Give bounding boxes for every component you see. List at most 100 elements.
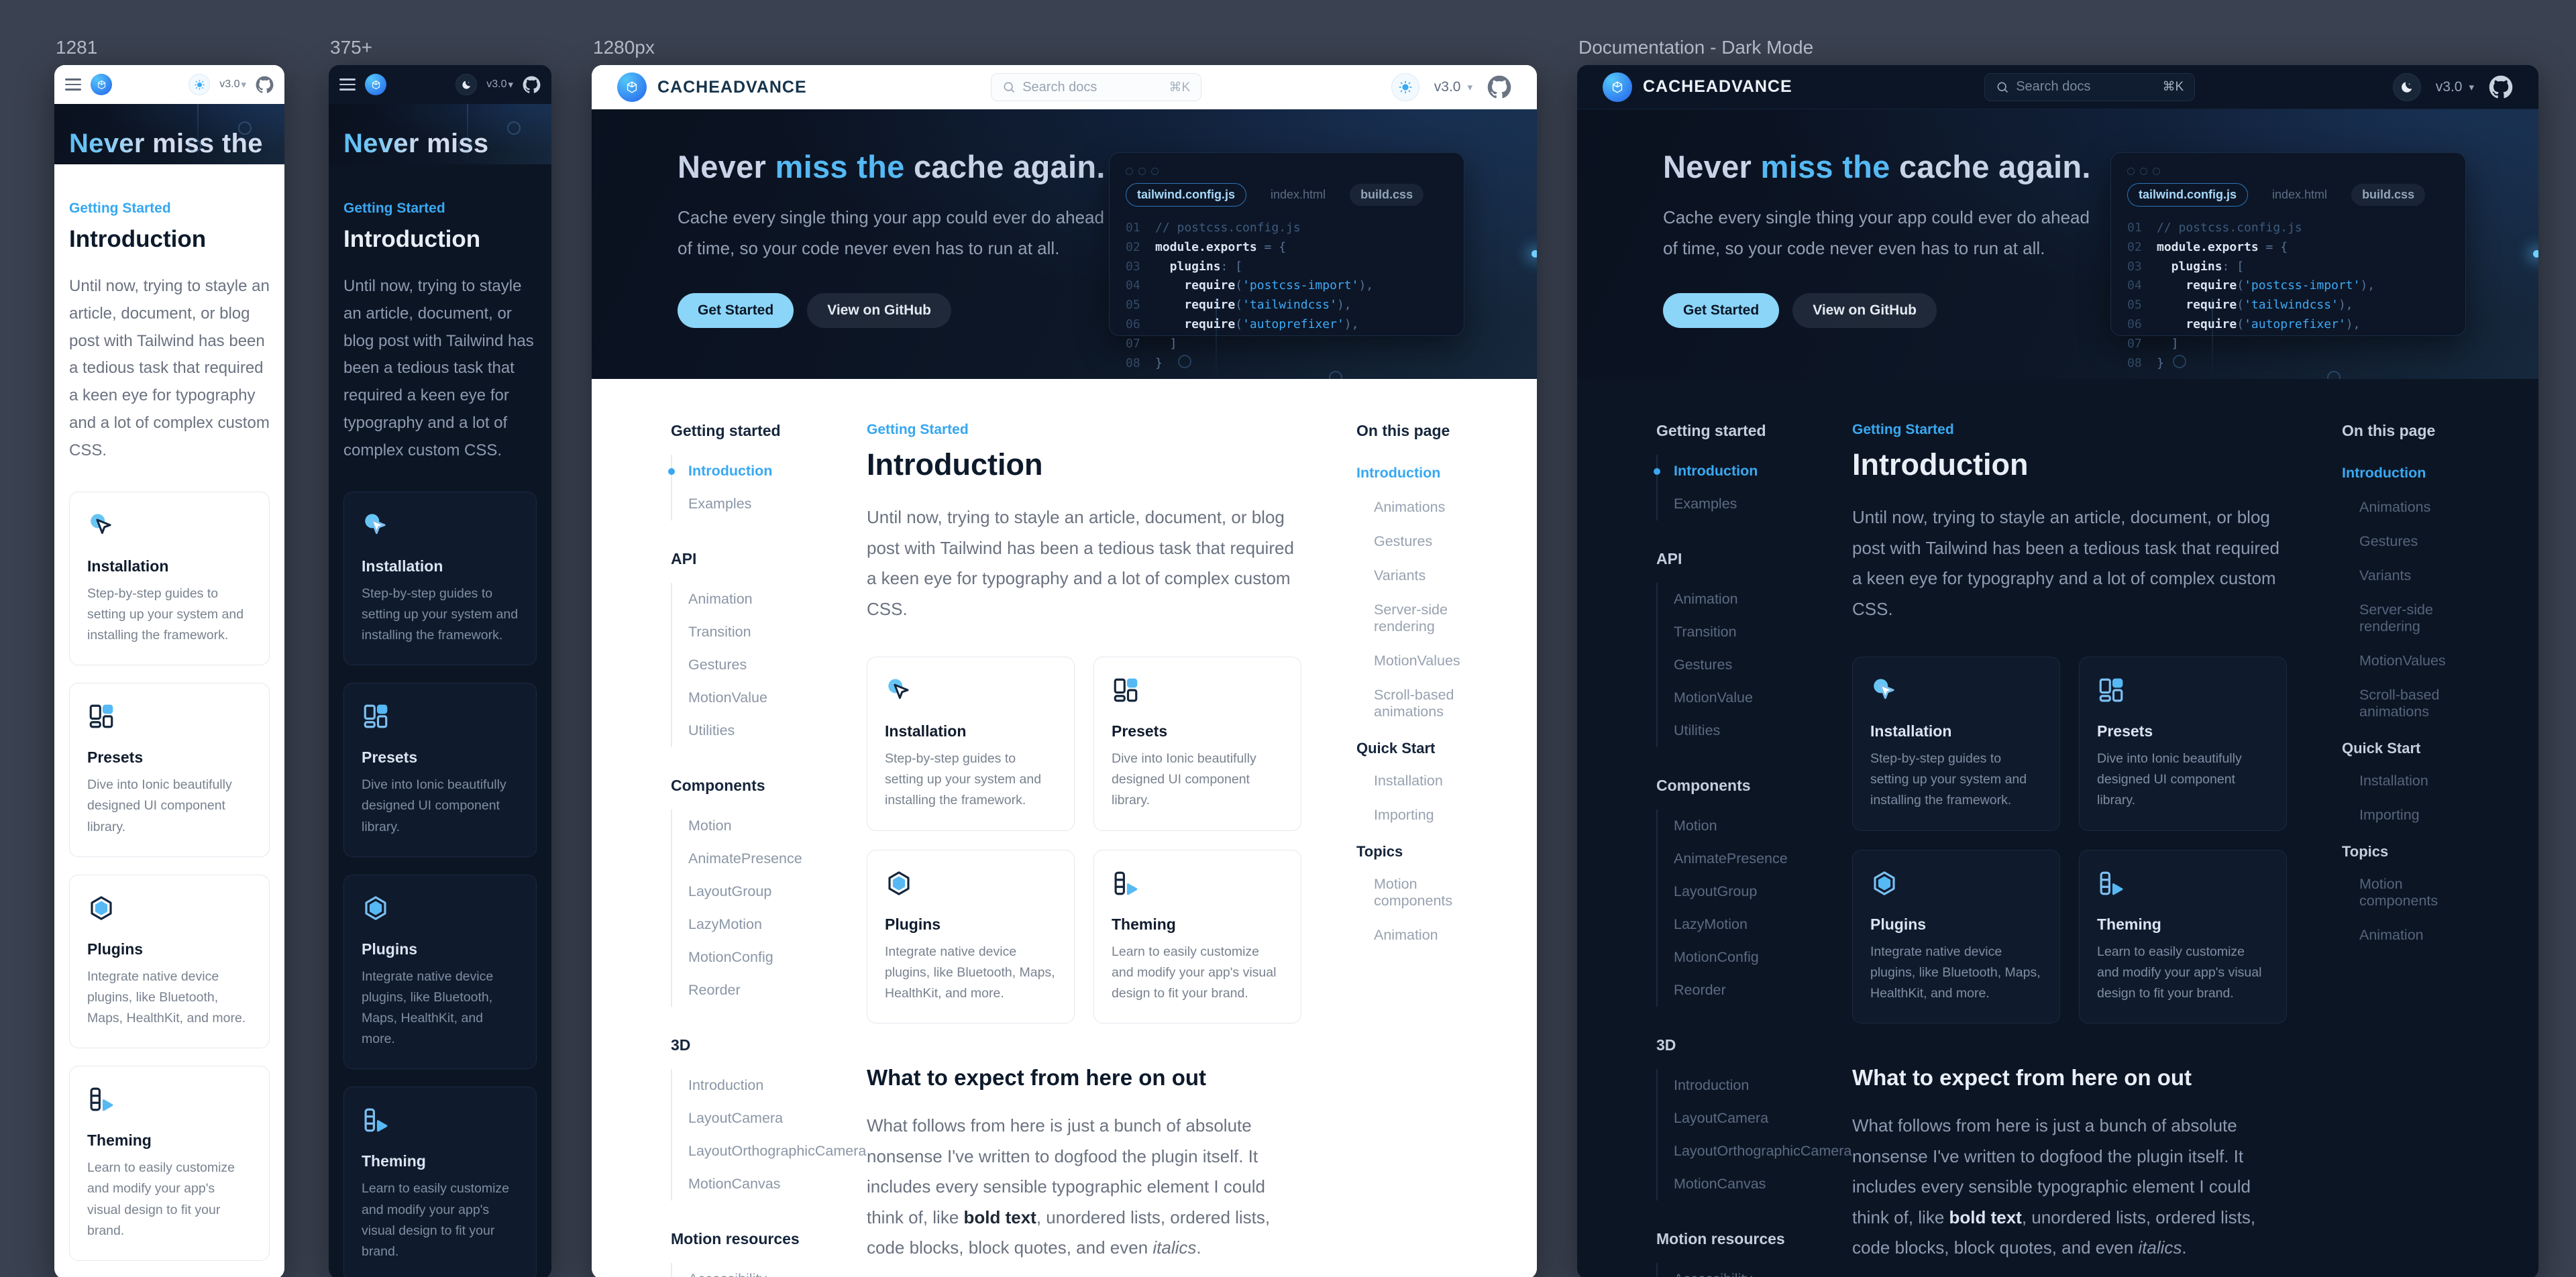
toc-link-scroll-based-animations[interactable]: Scroll-based animations — [2359, 687, 2440, 720]
get-started-button[interactable]: Get Started — [678, 293, 794, 328]
sidebar-item-layoutorthographiccamera[interactable]: LayoutOrthographicCamera — [1674, 1143, 1852, 1159]
theme-toggle-button[interactable] — [1391, 73, 1419, 101]
version-selector[interactable]: v3.0 — [1434, 79, 1461, 95]
code-tab-index-html[interactable]: index.html — [2261, 184, 2338, 206]
toc-link-importing[interactable]: Importing — [1374, 807, 1434, 823]
feature-card-plugins[interactable]: Plugins Integrate native device plugins, … — [343, 874, 537, 1070]
github-icon[interactable] — [1487, 75, 1511, 99]
code-tab-tailwind-config-js[interactable]: tailwind.config.js — [1126, 183, 1247, 207]
toc-link-installation[interactable]: Installation — [1374, 773, 1443, 789]
toc-link-gestures[interactable]: Gestures — [2359, 533, 2418, 549]
sidebar-item-transition[interactable]: Transition — [688, 624, 751, 640]
sidebar-item-motionconfig[interactable]: MotionConfig — [688, 949, 773, 965]
sidebar-item-introduction[interactable]: Introduction — [1674, 1077, 1750, 1093]
sidebar-item-introduction[interactable]: Introduction — [688, 1077, 764, 1093]
code-tab-tailwind-config-js[interactable]: tailwind.config.js — [2127, 183, 2249, 207]
sidebar-item-motionvalue[interactable]: MotionValue — [1674, 689, 1753, 706]
sidebar-item-examples[interactable]: Examples — [1674, 496, 1737, 512]
feature-card-plugins[interactable]: Plugins Integrate native device plugins, … — [867, 849, 1075, 1024]
view-on-github-button[interactable]: View on GitHub — [1792, 293, 1937, 328]
sidebar-item-layoutcamera[interactable]: LayoutCamera — [1674, 1110, 1769, 1126]
toc-link-variants[interactable]: Variants — [2359, 567, 2412, 584]
sidebar-item-reorder[interactable]: Reorder — [688, 982, 741, 998]
toc-link-gestures[interactable]: Gestures — [1374, 533, 1433, 549]
sidebar-item-motioncanvas[interactable]: MotionCanvas — [1674, 1176, 1766, 1192]
sidebar-item-motionvalue[interactable]: MotionValue — [688, 689, 767, 706]
github-icon[interactable] — [2489, 75, 2513, 99]
hamburger-menu-icon[interactable] — [339, 78, 356, 91]
sidebar-item-motion[interactable]: Motion — [688, 818, 732, 834]
sidebar-item-utilities[interactable]: Utilities — [688, 722, 735, 738]
toc-link-scroll-based-animations[interactable]: Scroll-based animations — [1374, 687, 1454, 720]
feature-card-presets[interactable]: Presets Dive into Ionic beautifully desig… — [343, 683, 537, 857]
brand-name[interactable]: CACHEADVANCE — [657, 77, 807, 97]
feature-card-presets[interactable]: Presets Dive into Ionic beautifully desig… — [69, 683, 270, 857]
toc-link-motion-components[interactable]: Motion components — [1374, 876, 1453, 909]
sidebar-item-layoutgroup[interactable]: LayoutGroup — [1674, 883, 1758, 899]
sidebar-item-animation[interactable]: Animation — [688, 591, 753, 607]
feature-card-theming[interactable]: Theming Learn to easily customize and mod… — [69, 1066, 270, 1262]
sidebar-item-reorder[interactable]: Reorder — [1674, 982, 1726, 998]
toc-link-server-side-rendering[interactable]: Server-side rendering — [2359, 602, 2433, 634]
theme-toggle-button[interactable] — [455, 74, 478, 95]
get-started-button[interactable]: Get Started — [1663, 293, 1780, 328]
sidebar-item-lazymotion[interactable]: LazyMotion — [688, 916, 762, 932]
search-input[interactable]: Search docs ⌘K — [991, 73, 1202, 101]
sidebar-item-motionconfig[interactable]: MotionConfig — [1674, 949, 1759, 965]
hamburger-menu-icon[interactable] — [65, 78, 81, 91]
sidebar-item-animation[interactable]: Animation — [1674, 591, 1738, 607]
theme-toggle-button[interactable] — [2392, 72, 2421, 101]
sidebar-item-motion[interactable]: Motion — [1674, 818, 1717, 834]
version-selector[interactable]: v3.0 — [486, 78, 507, 90]
sidebar-item-gestures[interactable]: Gestures — [688, 657, 747, 673]
toc-link-animations[interactable]: Animations — [1374, 499, 1446, 515]
sidebar-item-layoutorthographiccamera[interactable]: LayoutOrthographicCamera — [688, 1143, 867, 1159]
sidebar-item-animatepresence[interactable]: AnimatePresence — [688, 850, 802, 867]
sidebar-item-introduction[interactable]: Introduction — [672, 455, 809, 488]
search-input[interactable]: Search docs ⌘K — [1984, 72, 2196, 101]
toc-link-animation[interactable]: Animation — [1374, 927, 1438, 943]
brand-logo[interactable] — [1603, 72, 1632, 102]
feature-card-theming[interactable]: Theming Learn to easily customize and mod… — [343, 1087, 537, 1277]
sidebar-item-accessibility[interactable]: Accessibility — [1658, 1263, 1794, 1277]
toc-link-introduction[interactable]: Introduction — [2342, 465, 2426, 481]
sidebar-item-layoutcamera[interactable]: LayoutCamera — [688, 1110, 784, 1126]
feature-card-theming[interactable]: Theming Learn to easily customize and mod… — [2079, 849, 2287, 1024]
theme-toggle-button[interactable] — [189, 74, 211, 95]
sidebar-item-lazymotion[interactable]: LazyMotion — [1674, 916, 1748, 932]
feature-card-presets[interactable]: Presets Dive into Ionic beautifully desig… — [1093, 657, 1301, 831]
toc-link-animations[interactable]: Animations — [2359, 499, 2431, 515]
feature-card-installation[interactable]: Installation Step-by-step guides to setti… — [1852, 657, 2060, 831]
view-on-github-button[interactable]: View on GitHub — [807, 293, 951, 328]
brand-logo[interactable] — [617, 72, 647, 102]
toc-link-motion-components[interactable]: Motion components — [2359, 876, 2438, 909]
toc-link-motionvalues[interactable]: MotionValues — [2359, 653, 2446, 669]
feature-card-installation[interactable]: Installation Step-by-step guides to setti… — [343, 491, 537, 666]
sidebar-item-layoutgroup[interactable]: LayoutGroup — [688, 883, 772, 899]
version-selector[interactable]: v3.0 — [2435, 78, 2463, 95]
sidebar-item-examples[interactable]: Examples — [688, 496, 752, 512]
sidebar-item-introduction[interactable]: Introduction — [1658, 455, 1794, 488]
sidebar-item-gestures[interactable]: Gestures — [1674, 657, 1733, 673]
sidebar-item-transition[interactable]: Transition — [1674, 624, 1737, 640]
feature-card-plugins[interactable]: Plugins Integrate native device plugins, … — [69, 874, 270, 1049]
toc-link-installation[interactable]: Installation — [2359, 773, 2428, 789]
feature-card-plugins[interactable]: Plugins Integrate native device plugins, … — [1852, 849, 2060, 1024]
code-tab-build-css[interactable]: build.css — [1350, 184, 1424, 206]
brand-logo[interactable] — [365, 74, 386, 95]
sidebar-item-motioncanvas[interactable]: MotionCanvas — [688, 1176, 781, 1192]
version-selector[interactable]: v3.0 — [219, 78, 240, 90]
toc-link-importing[interactable]: Importing — [2359, 807, 2420, 823]
sidebar-item-utilities[interactable]: Utilities — [1674, 722, 1721, 738]
github-icon[interactable] — [256, 76, 274, 94]
toc-link-introduction[interactable]: Introduction — [1356, 465, 1441, 481]
github-icon[interactable] — [523, 76, 541, 94]
sidebar-item-accessibility[interactable]: Accessibility — [672, 1263, 809, 1277]
feature-card-presets[interactable]: Presets Dive into Ionic beautifully desig… — [2079, 657, 2287, 831]
feature-card-installation[interactable]: Installation Step-by-step guides to setti… — [867, 657, 1075, 831]
brand-name[interactable]: CACHEADVANCE — [1643, 77, 1792, 96]
toc-link-motionvalues[interactable]: MotionValues — [1374, 653, 1460, 669]
brand-logo[interactable] — [91, 74, 112, 95]
feature-card-theming[interactable]: Theming Learn to easily customize and mod… — [1093, 849, 1301, 1024]
toc-link-variants[interactable]: Variants — [1374, 567, 1426, 584]
